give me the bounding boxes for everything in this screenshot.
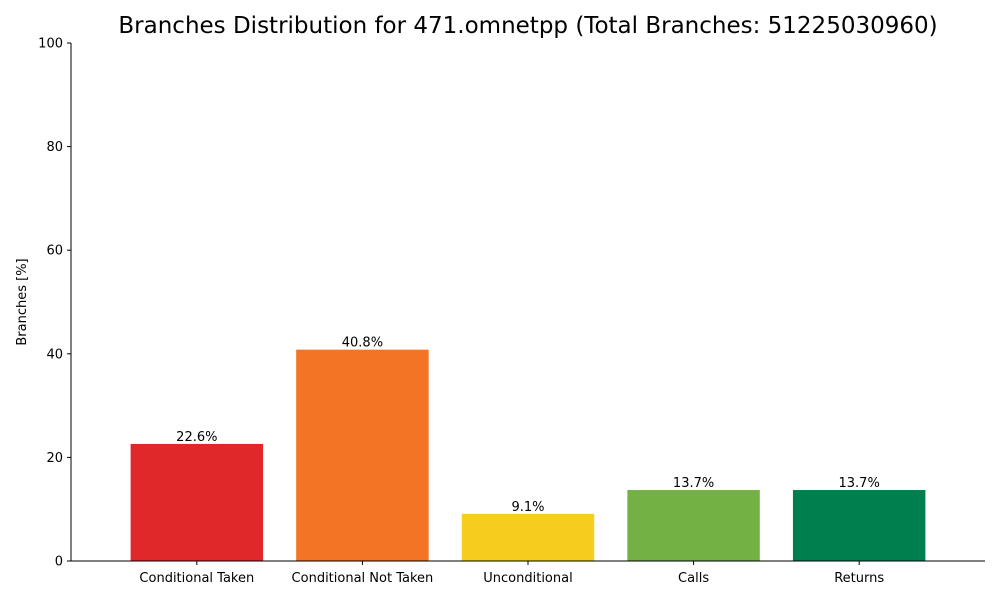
data-labels-layer: 22.6% 40.8% 9.1% 13.7% 13.7% [176,336,880,515]
y-tick-label: 0 [55,555,63,570]
chart-title: Branches Distribution for 471.omnetpp (T… [118,13,937,39]
y-tick-label: 20 [46,451,63,466]
bar-1 [296,349,429,561]
y-tick-label: 80 [46,140,63,155]
y-axis-ticks: 0 20 40 60 80 100 [38,37,71,570]
bar-data-label: 9.1% [511,500,544,515]
bar-2 [461,513,595,561]
bar-0 [130,443,264,561]
bar-data-label: 40.8% [342,336,383,351]
x-tick-label: Unconditional [483,571,572,586]
bar-data-label: 22.6% [176,430,217,445]
bar-3 [627,490,760,561]
x-tick-label: Conditional Not Taken [292,571,434,586]
y-tick-label: 100 [38,37,63,52]
bar-4 [792,490,926,561]
x-tick-label: Calls [678,571,709,586]
x-tick-label: Conditional Taken [139,571,254,586]
x-axis-ticks: Conditional Taken Conditional Not Taken Un… [139,561,884,586]
y-tick-label: 60 [46,244,63,259]
bars-layer [130,349,926,561]
y-tick-label: 40 [46,347,63,362]
bar-data-label: 13.7% [673,476,714,491]
y-axis-label: Branches [%] [15,258,30,345]
x-tick-label: Returns [834,571,884,586]
bar-data-label: 13.7% [839,476,880,491]
